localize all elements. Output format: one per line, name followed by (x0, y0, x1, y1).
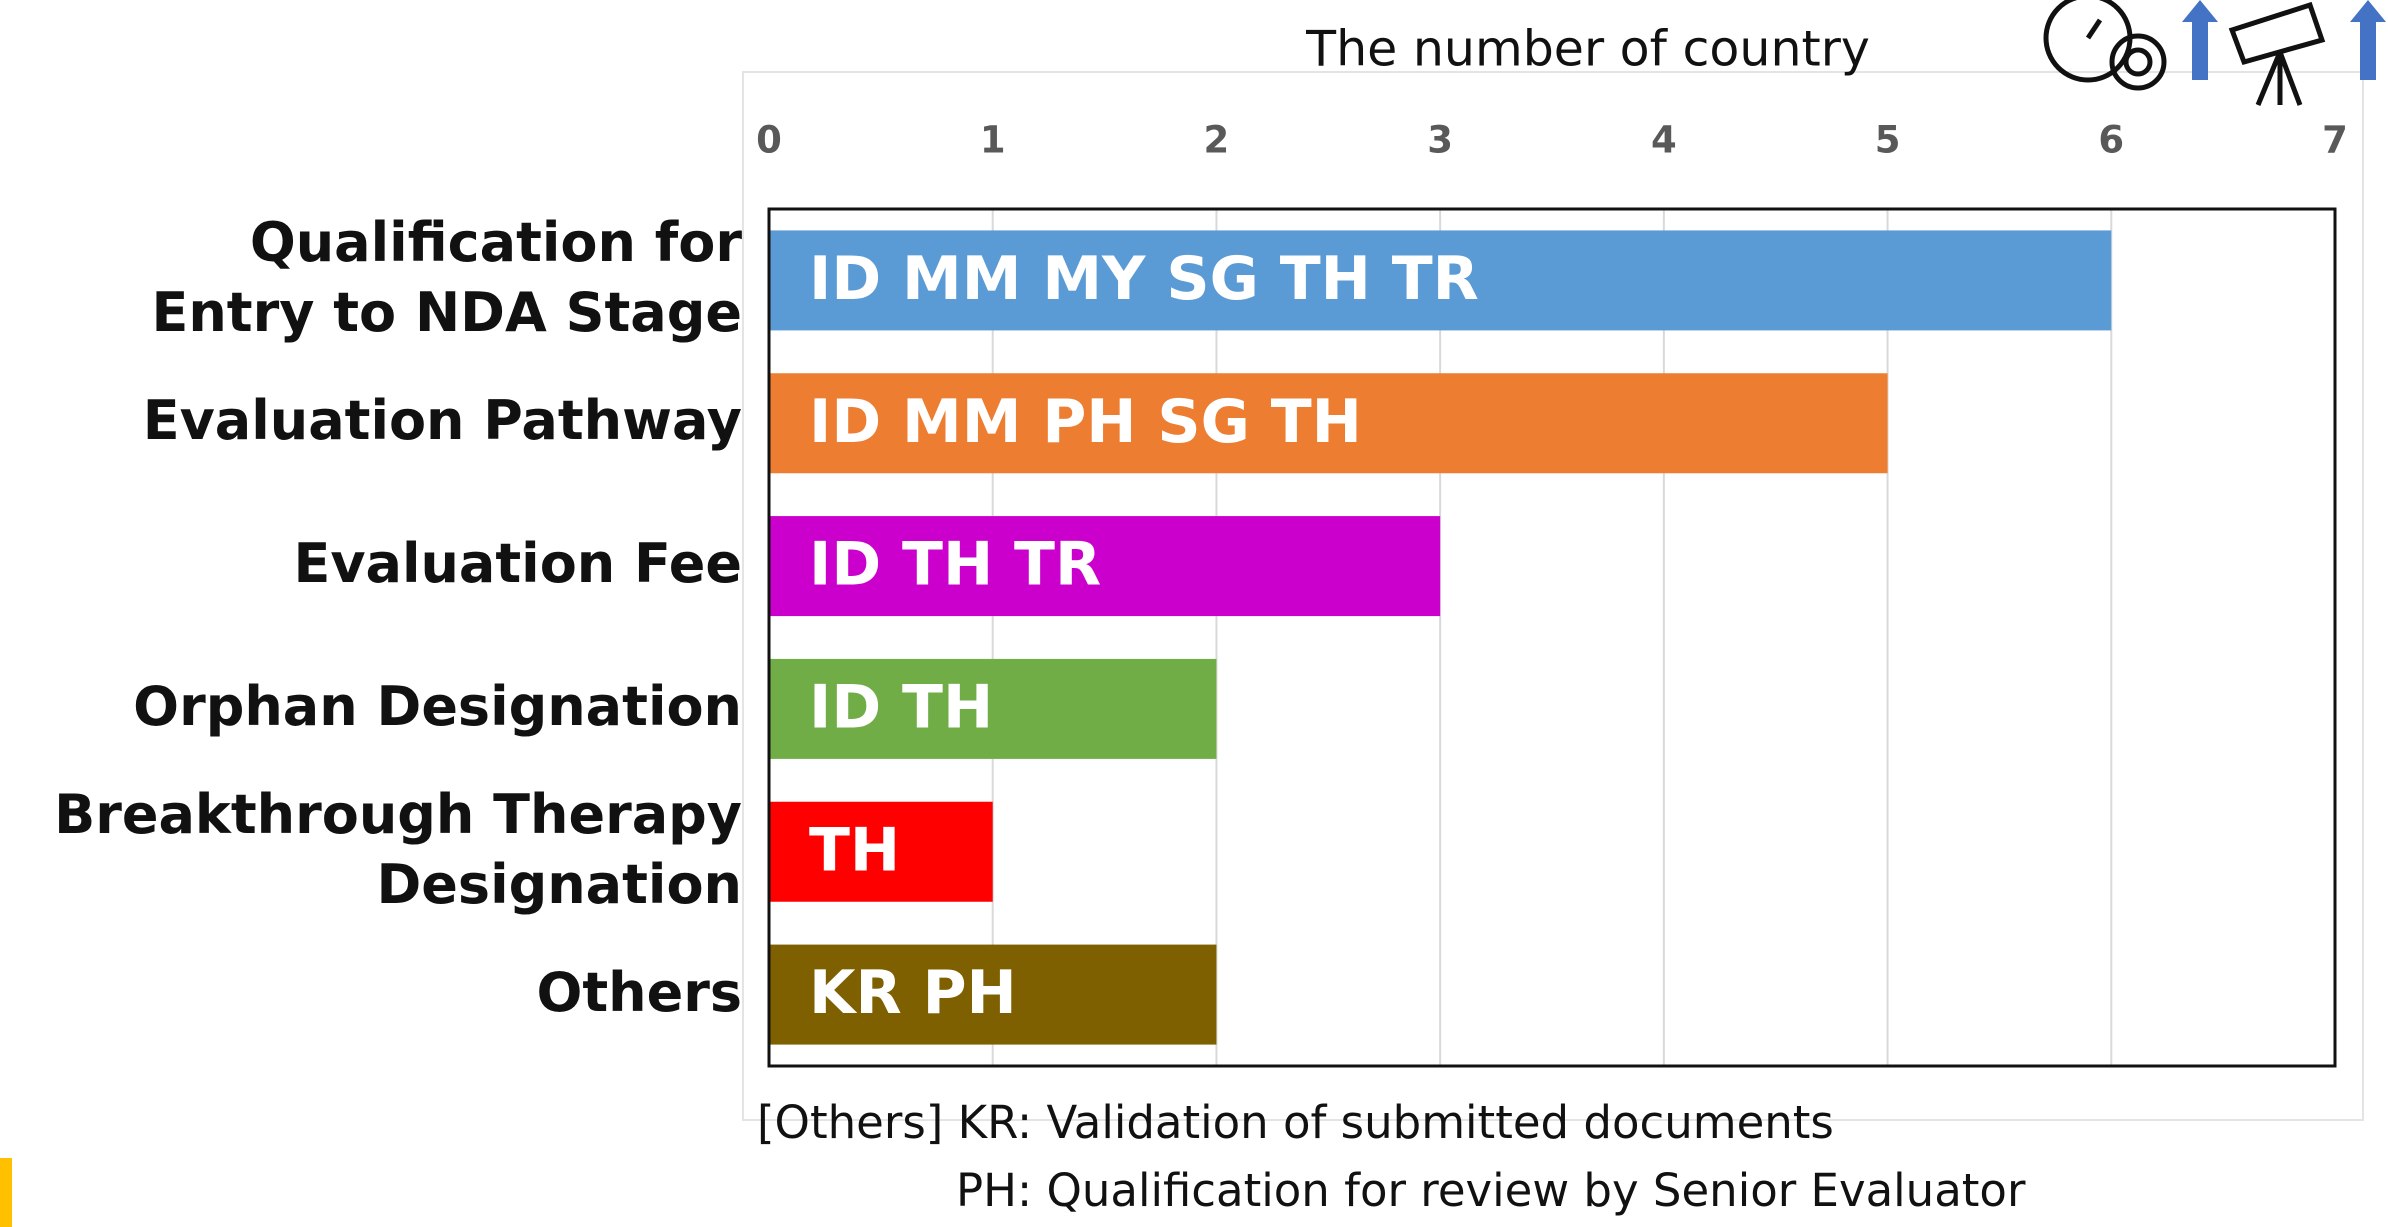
accent-bar (0, 1158, 12, 1227)
bar (769, 944, 1217, 1045)
bar-label: ID MM MY SG TH TR (809, 244, 1479, 314)
category-label: Breakthrough Therapy Designation (54, 782, 742, 916)
annotation: [Others] KR: Validation of submitted doc… (757, 1096, 1834, 1149)
bar (769, 658, 1217, 759)
plot-frame (767, 207, 2337, 1068)
bar-label: ID MM PH SG TH (809, 387, 1362, 457)
bar-label: ID TH (809, 673, 993, 743)
x-tick-label: 4 (1651, 119, 1677, 162)
x-tick-label: 0 (756, 119, 782, 162)
category-label: Qualification for Entry to NDA Stage (151, 211, 742, 345)
x-tick-label: 2 (1204, 119, 1230, 162)
axis-title: The number of country (1305, 21, 1870, 78)
arrow-icon (2350, 0, 2386, 80)
category-label: Orphan Designation (133, 674, 742, 738)
bar (769, 801, 993, 902)
x-tick-label: 7 (2322, 119, 2348, 162)
bar (769, 516, 1441, 617)
category-label: Others (536, 960, 742, 1024)
x-tick-label: 6 (2098, 119, 2124, 162)
bar (769, 230, 2112, 331)
x-tick-label: 3 (1427, 119, 1453, 162)
stopwatch-icon (2043, 0, 2167, 91)
category-label: Evaluation Fee (293, 532, 742, 596)
bar (769, 373, 1888, 474)
outer-frame (742, 71, 2364, 1121)
bar-label: TH (809, 815, 900, 885)
telescope-icon (2228, 1, 2326, 106)
bar-label: KR PH (809, 958, 1017, 1028)
category-label: Evaluation Pathway (142, 389, 742, 453)
x-tick-label: 1 (980, 119, 1006, 162)
x-tick-label: 5 (1875, 119, 1901, 162)
annotation: PH: Qualification for review by Senior E… (956, 1164, 2026, 1217)
arrow-icon (2182, 0, 2218, 80)
bar-label: ID TH TR (809, 530, 1101, 600)
